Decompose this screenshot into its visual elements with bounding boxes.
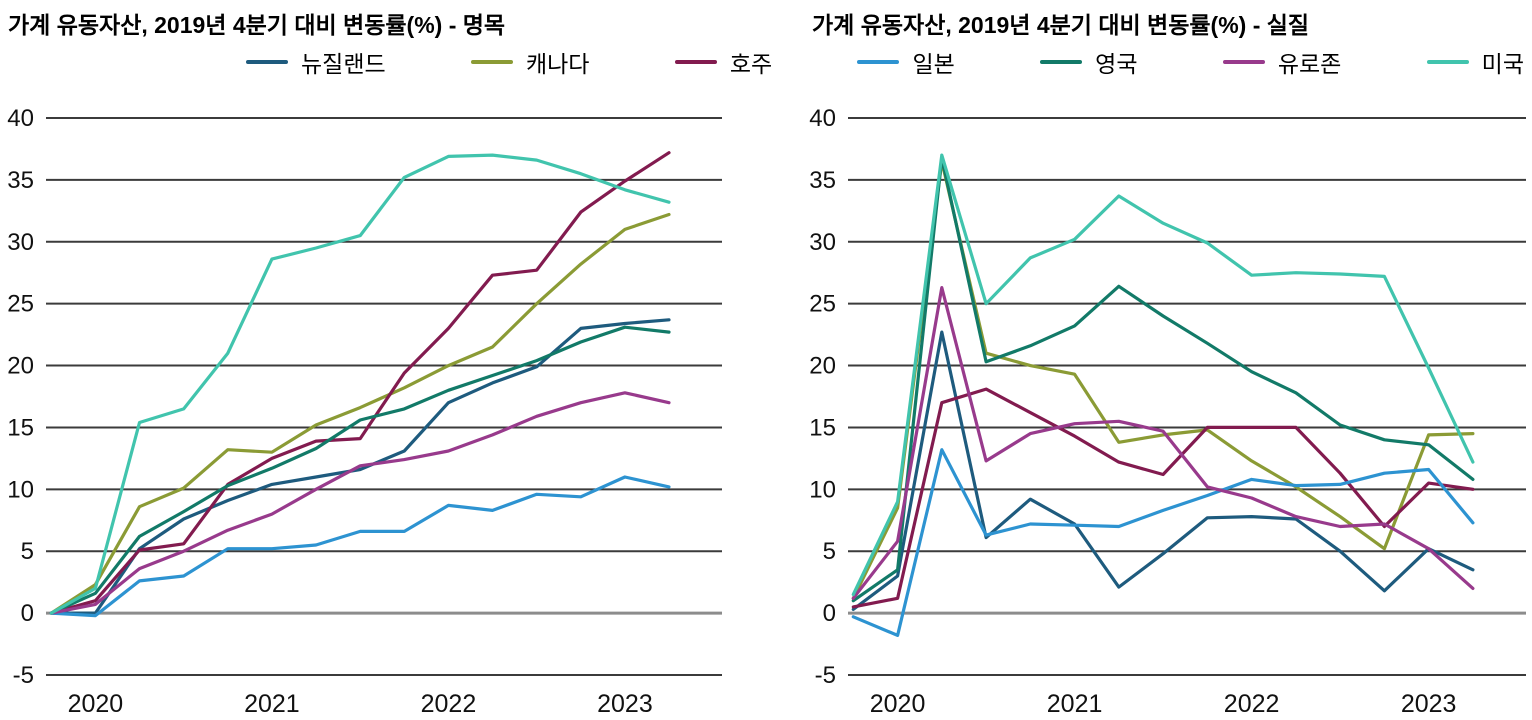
- y-tick-label: -5: [815, 662, 836, 689]
- x-tick-label: 2021: [244, 690, 300, 718]
- series-line-new-zealand: [49, 318, 671, 615]
- legend-item-canada: 캐나다: [470, 45, 590, 79]
- legend-label: 캐나다: [525, 51, 590, 77]
- legend-label: 유로존: [1277, 51, 1342, 77]
- legend-line-icon: [246, 60, 288, 64]
- legend-line-icon: [1222, 60, 1265, 64]
- y-tick-label: 0: [823, 600, 836, 627]
- y-tick-label: 25: [809, 291, 836, 318]
- legend-item-new-zealand: 뉴질랜드: [246, 45, 386, 79]
- x-tick-label: 2020: [68, 690, 124, 718]
- legend-label: 미국: [1481, 51, 1524, 77]
- y-tick-label: 25: [7, 291, 34, 318]
- y-tick-label: -5: [13, 662, 34, 689]
- y-tick-label: 40: [809, 105, 836, 132]
- series-line-eurozone: [851, 286, 1475, 600]
- legend-line-icon: [470, 60, 513, 64]
- legend-label: 호주: [729, 51, 773, 77]
- y-tick-label: 5: [21, 538, 34, 565]
- legend-label: 일본: [912, 51, 955, 77]
- y-tick-label: 30: [7, 229, 34, 256]
- legend-item-australia: 호주: [674, 45, 773, 79]
- y-tick-label: 40: [7, 105, 34, 132]
- chart-legend: 뉴질랜드 캐나다 호주 일본 영국 유로존 미국: [246, 47, 1524, 77]
- legend-line-icon: [1040, 60, 1083, 64]
- chart-real-plot: 40 35 30 25 20 15 10 5 0 -5 2020 2021 2022 2023: [809, 105, 1526, 718]
- legend-item-us: 미국: [1426, 45, 1524, 79]
- legend-label: 뉴질랜드: [301, 51, 386, 77]
- x-tick-label: 2023: [1401, 690, 1457, 718]
- series-line-canada: [851, 159, 1475, 600]
- legend-item-uk: 영국: [1040, 45, 1137, 79]
- series-line-us: [49, 153, 671, 615]
- chart-real: 40 35 30 25 20 15 10 5 0 -5 2020 2021 2022 2023: [790, 80, 1532, 720]
- x-tick-label: 2023: [597, 690, 653, 718]
- chart-title-real: 가계 유동자산, 2019년 4분기 대비 변동률(%) - 실질: [812, 12, 1310, 38]
- y-tick-label: 15: [7, 414, 34, 441]
- y-tick-label: 20: [7, 353, 34, 380]
- y-tick-label: 15: [809, 414, 836, 441]
- series-line-uk: [851, 155, 1475, 603]
- series-line-japan: [851, 448, 1475, 638]
- y-tick-label: 0: [21, 600, 34, 627]
- x-tick-label: 2022: [1224, 690, 1280, 718]
- series-line-uk: [49, 325, 671, 615]
- x-tick-label: 2021: [1047, 690, 1103, 718]
- legend-item-eurozone: 유로존: [1222, 45, 1342, 79]
- chart-title-nominal: 가계 유동자산, 2019년 4분기 대비 변동률(%) - 명목: [8, 12, 506, 38]
- series-line-australia: [851, 387, 1475, 609]
- series-line-australia: [49, 151, 671, 615]
- y-tick-label: 5: [823, 538, 836, 565]
- series-line-japan: [49, 475, 671, 618]
- y-tick-label: 10: [809, 476, 836, 503]
- legend-item-japan: 일본: [857, 45, 955, 79]
- y-tick-label: 35: [809, 167, 836, 194]
- y-tick-label: 30: [809, 229, 836, 256]
- legend-line-icon: [857, 60, 900, 64]
- series-line-canada: [49, 212, 671, 615]
- series-line-us: [851, 153, 1475, 597]
- chart-nominal: 40 35 30 25 20 15 10 5 0 -5 2020 2021 2022 2023: [0, 80, 745, 720]
- y-tick-label: 35: [7, 167, 34, 194]
- y-tick-label: 20: [809, 353, 836, 380]
- series-line-eurozone: [49, 391, 671, 615]
- legend-label: 영국: [1095, 51, 1138, 77]
- x-tick-label: 2020: [870, 690, 926, 718]
- series-line-new-zealand: [851, 330, 1475, 612]
- legend-line-icon: [1426, 60, 1469, 64]
- y-tick-label: 10: [7, 476, 34, 503]
- x-tick-label: 2022: [421, 690, 477, 718]
- legend-line-icon: [674, 60, 717, 64]
- chart-nominal-plot: 40 35 30 25 20 15 10 5 0 -5 2020 2021 2022 2023: [7, 105, 722, 718]
